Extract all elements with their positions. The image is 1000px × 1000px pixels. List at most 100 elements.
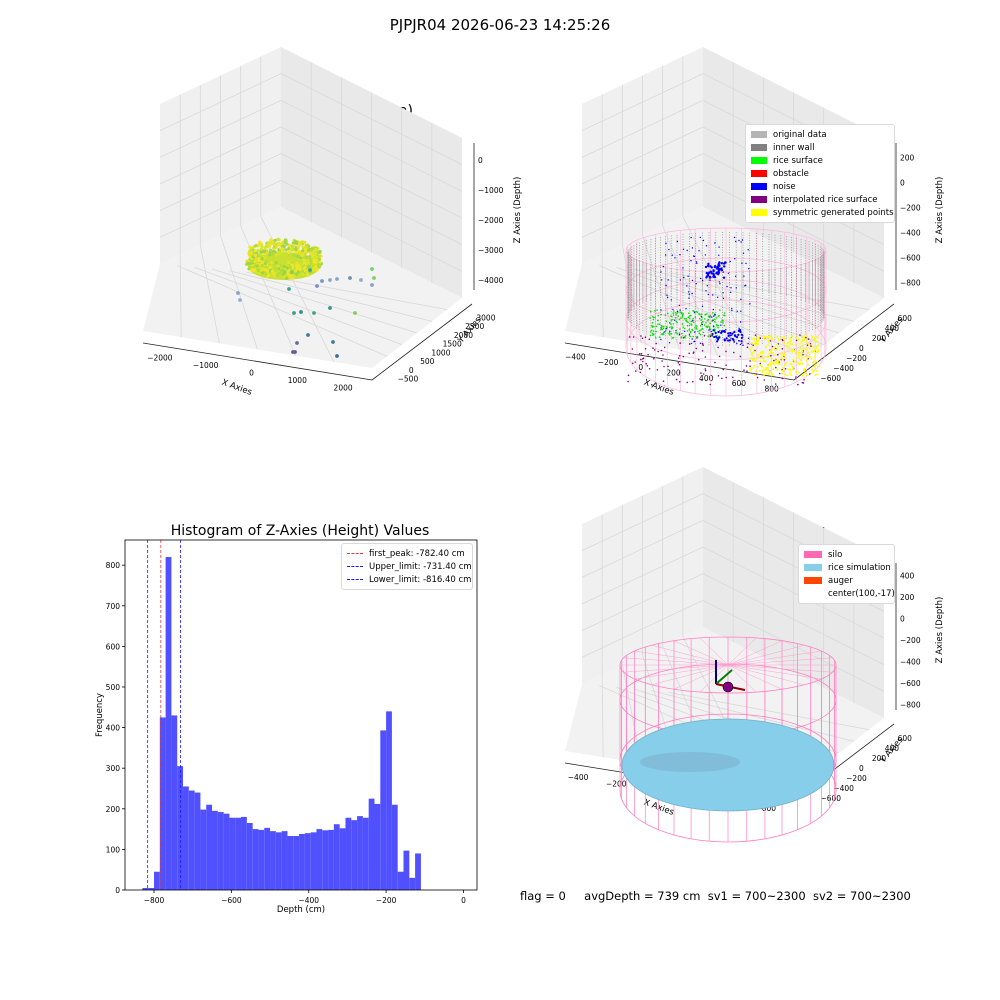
- data-point: [306, 248, 311, 252]
- rice-surface-point: [649, 334, 652, 337]
- symmetric-point: [806, 357, 808, 360]
- histogram-bar: [391, 804, 398, 890]
- x-tick-label: 400: [699, 374, 714, 383]
- noise-cluster-point: [706, 264, 710, 268]
- noise-cluster-point: [717, 271, 720, 274]
- noise-point: [690, 260, 692, 262]
- interpolated-point: [632, 336, 635, 338]
- data-point: [255, 264, 259, 268]
- data-point: [269, 242, 273, 246]
- rice-surface-point: [688, 312, 690, 315]
- rice-surface-point: [716, 324, 718, 327]
- symmetric-point: [758, 338, 761, 340]
- symmetric-point: [792, 366, 795, 369]
- rice-surface-point: [671, 337, 674, 339]
- histogram-bar: [293, 836, 300, 890]
- interpolated-point: [701, 350, 704, 352]
- interpolated-point: [810, 345, 812, 347]
- symmetric-point: [811, 371, 814, 374]
- rice-surface-point: [670, 323, 672, 325]
- rice-surface-point: [663, 331, 665, 334]
- noise-point: [733, 340, 735, 342]
- x-tick-label: 2000: [334, 383, 353, 392]
- symmetric-point: [756, 366, 759, 368]
- data-point: [306, 256, 310, 260]
- noise-point: [735, 240, 737, 243]
- data-point: [271, 252, 275, 256]
- symmetric-point: [787, 345, 790, 348]
- y-tick-label: −400: [833, 784, 854, 793]
- symmetric-point: [782, 353, 785, 356]
- rice-surface-point: [722, 322, 724, 324]
- histogram-bar: [299, 833, 305, 890]
- symmetric-point: [763, 373, 766, 376]
- flag-text: flag = 0: [520, 889, 566, 903]
- rice-surface-point: [713, 318, 716, 321]
- z-tick-label: −600: [900, 679, 921, 688]
- noise-cluster-point: [707, 262, 710, 266]
- rice-surface-point: [709, 322, 711, 325]
- rice-surface-point: [712, 311, 714, 314]
- symmetric-point: [799, 347, 802, 350]
- x-tick-label: 0: [461, 896, 466, 905]
- symmetric-point: [750, 353, 753, 356]
- rice-surface-point: [689, 314, 691, 317]
- symmetric-point: [811, 368, 814, 371]
- data-point: [317, 265, 321, 269]
- y-tick-label: 2500: [465, 322, 484, 331]
- x-tick-label: 0: [249, 369, 254, 378]
- noise-cluster-point: [722, 276, 726, 279]
- symmetric-point: [804, 355, 807, 358]
- y-tick-label: 600: [898, 314, 913, 323]
- interpolated-point: [653, 358, 655, 360]
- rice-surface-point: [678, 332, 681, 334]
- data-point: [259, 266, 263, 270]
- outlier-point: [353, 311, 357, 315]
- silo-spoke: [673, 640, 729, 666]
- noise-point: [676, 310, 679, 313]
- symmetric-point: [775, 359, 778, 362]
- y-axis-line: [371, 303, 473, 381]
- interpolated-point: [754, 334, 757, 337]
- noise-point: [712, 308, 714, 311]
- noise-cluster-point: [713, 335, 716, 339]
- symmetric-point: [763, 338, 766, 341]
- symmetric-point: [815, 370, 818, 372]
- symmetric-point: [798, 354, 801, 357]
- data-point: [309, 248, 314, 252]
- symmetric-point: [767, 373, 770, 376]
- symmetric-point: [811, 345, 814, 348]
- symmetric-point: [753, 338, 756, 341]
- rice-surface-point: [694, 316, 697, 318]
- center-marker: [722, 681, 734, 693]
- histogram-bar: [223, 813, 230, 890]
- interpolated-point: [660, 349, 663, 352]
- rice-surface-point: [686, 324, 689, 327]
- rice-surface-point: [672, 314, 675, 316]
- symmetric-point: [777, 359, 780, 362]
- noise-point: [733, 236, 736, 239]
- noise-point: [712, 294, 714, 296]
- interpolated-point: [702, 344, 704, 347]
- noise-point: [682, 248, 685, 250]
- rice-surface-point: [693, 321, 695, 324]
- interpolated-point: [777, 354, 779, 356]
- data-point: [281, 272, 285, 276]
- rice-surface-point: [652, 330, 655, 332]
- symmetric-point: [813, 360, 815, 363]
- noise-point: [665, 327, 667, 330]
- interpolated-point: [759, 362, 762, 365]
- interpolated-point: [746, 370, 748, 373]
- outlier-point: [328, 278, 332, 282]
- interpolated-point: [639, 371, 642, 374]
- outlier-point: [306, 333, 310, 337]
- interpolated-point: [781, 348, 784, 350]
- noise-point: [702, 239, 705, 242]
- noise-point: [698, 250, 700, 252]
- histogram-bar: [362, 817, 369, 890]
- data-point: [304, 262, 308, 266]
- x-tick-label: −1000: [193, 361, 219, 370]
- data-point: [308, 252, 312, 256]
- data-point: [260, 242, 264, 246]
- noise-cluster-point: [740, 340, 743, 343]
